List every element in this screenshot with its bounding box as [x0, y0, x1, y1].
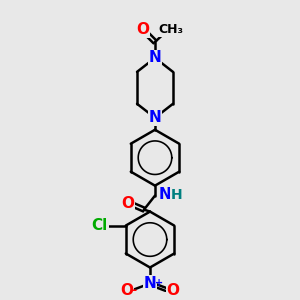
Text: -: -	[131, 284, 136, 297]
Text: O: O	[122, 196, 134, 211]
Text: N: N	[159, 187, 171, 202]
Text: O: O	[121, 283, 134, 298]
Text: N: N	[148, 110, 161, 125]
Text: O: O	[167, 283, 179, 298]
Text: H: H	[171, 188, 183, 202]
Text: CH₃: CH₃	[158, 23, 184, 36]
Text: N: N	[148, 50, 161, 65]
Text: +: +	[155, 278, 163, 289]
Text: N: N	[144, 276, 156, 291]
Text: Cl: Cl	[92, 218, 108, 233]
Text: O: O	[136, 22, 149, 38]
